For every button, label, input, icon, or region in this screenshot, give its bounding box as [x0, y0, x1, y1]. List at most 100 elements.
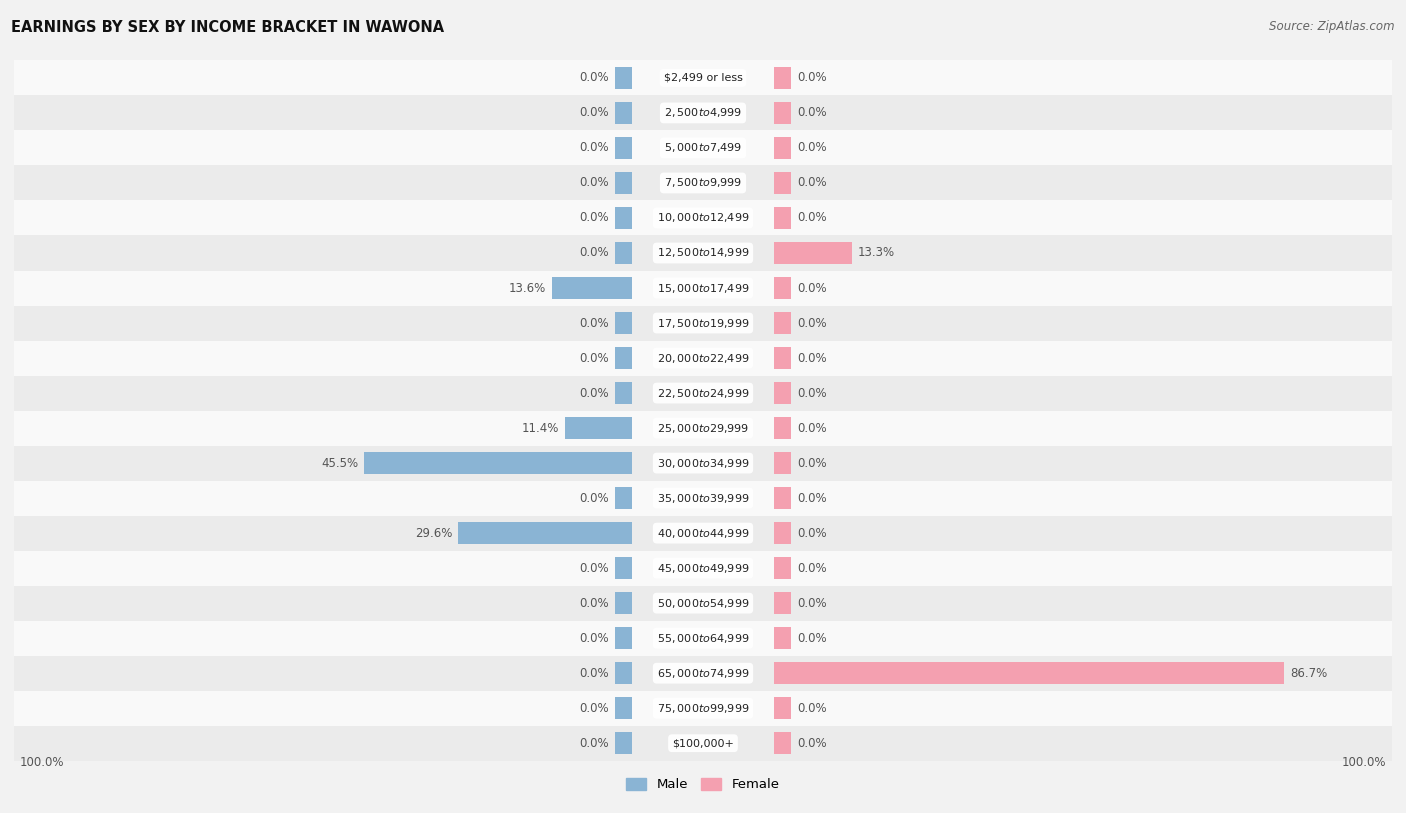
- Bar: [614, 733, 633, 754]
- Bar: [773, 663, 1284, 684]
- Text: $30,000 to $34,999: $30,000 to $34,999: [657, 457, 749, 470]
- Text: $17,500 to $19,999: $17,500 to $19,999: [657, 316, 749, 329]
- Bar: [773, 172, 792, 193]
- Bar: [14, 306, 1392, 341]
- Bar: [773, 522, 792, 544]
- Text: 0.0%: 0.0%: [797, 386, 827, 399]
- Text: 0.0%: 0.0%: [579, 597, 609, 610]
- Text: 11.4%: 11.4%: [522, 422, 560, 435]
- Text: $100,000+: $100,000+: [672, 738, 734, 748]
- Bar: [773, 733, 792, 754]
- Text: $35,000 to $39,999: $35,000 to $39,999: [657, 492, 749, 505]
- Text: 0.0%: 0.0%: [797, 492, 827, 505]
- Text: 0.0%: 0.0%: [797, 211, 827, 224]
- Text: $5,000 to $7,499: $5,000 to $7,499: [664, 141, 742, 154]
- Bar: [565, 417, 633, 439]
- Text: 0.0%: 0.0%: [579, 492, 609, 505]
- Text: $2,499 or less: $2,499 or less: [664, 73, 742, 83]
- Bar: [773, 137, 792, 159]
- Text: EARNINGS BY SEX BY INCOME BRACKET IN WAWONA: EARNINGS BY SEX BY INCOME BRACKET IN WAW…: [11, 20, 444, 35]
- Text: 13.3%: 13.3%: [858, 246, 896, 259]
- Legend: Male, Female: Male, Female: [621, 772, 785, 797]
- Bar: [614, 242, 633, 264]
- Text: $50,000 to $54,999: $50,000 to $54,999: [657, 597, 749, 610]
- Bar: [14, 691, 1392, 726]
- Bar: [614, 487, 633, 509]
- Bar: [364, 452, 633, 474]
- Bar: [14, 655, 1392, 691]
- Bar: [14, 585, 1392, 620]
- Text: $20,000 to $22,499: $20,000 to $22,499: [657, 351, 749, 364]
- Text: $22,500 to $24,999: $22,500 to $24,999: [657, 386, 749, 399]
- Bar: [773, 242, 852, 264]
- Bar: [614, 137, 633, 159]
- Text: 0.0%: 0.0%: [797, 457, 827, 470]
- Text: 0.0%: 0.0%: [797, 141, 827, 154]
- Bar: [614, 312, 633, 334]
- Bar: [614, 67, 633, 89]
- Bar: [773, 698, 792, 719]
- Text: 0.0%: 0.0%: [797, 737, 827, 750]
- Bar: [614, 593, 633, 614]
- Text: Source: ZipAtlas.com: Source: ZipAtlas.com: [1270, 20, 1395, 33]
- Bar: [614, 207, 633, 228]
- Bar: [614, 347, 633, 369]
- Bar: [458, 522, 633, 544]
- Text: $2,500 to $4,999: $2,500 to $4,999: [664, 107, 742, 120]
- Text: 29.6%: 29.6%: [415, 527, 453, 540]
- Text: 100.0%: 100.0%: [20, 756, 65, 769]
- Text: 0.0%: 0.0%: [797, 527, 827, 540]
- Text: 0.0%: 0.0%: [797, 597, 827, 610]
- Bar: [773, 417, 792, 439]
- Bar: [773, 593, 792, 614]
- Text: 0.0%: 0.0%: [579, 632, 609, 645]
- Bar: [14, 95, 1392, 130]
- Bar: [14, 550, 1392, 585]
- Text: 0.0%: 0.0%: [579, 702, 609, 715]
- Bar: [614, 698, 633, 719]
- Text: 13.6%: 13.6%: [509, 281, 547, 294]
- Text: 0.0%: 0.0%: [579, 386, 609, 399]
- Text: 0.0%: 0.0%: [579, 72, 609, 85]
- Bar: [614, 628, 633, 649]
- Text: $25,000 to $29,999: $25,000 to $29,999: [657, 422, 749, 435]
- Bar: [773, 557, 792, 579]
- Text: 100.0%: 100.0%: [1341, 756, 1386, 769]
- Bar: [773, 207, 792, 228]
- Bar: [14, 201, 1392, 236]
- Text: $40,000 to $44,999: $40,000 to $44,999: [657, 527, 749, 540]
- Bar: [14, 271, 1392, 306]
- Text: $55,000 to $64,999: $55,000 to $64,999: [657, 632, 749, 645]
- Text: 0.0%: 0.0%: [797, 562, 827, 575]
- Bar: [14, 376, 1392, 411]
- Bar: [614, 663, 633, 684]
- Bar: [14, 446, 1392, 480]
- Text: $75,000 to $99,999: $75,000 to $99,999: [657, 702, 749, 715]
- Bar: [773, 487, 792, 509]
- Text: 0.0%: 0.0%: [797, 351, 827, 364]
- Text: $10,000 to $12,499: $10,000 to $12,499: [657, 211, 749, 224]
- Text: 0.0%: 0.0%: [579, 562, 609, 575]
- Bar: [614, 172, 633, 193]
- Text: 0.0%: 0.0%: [579, 107, 609, 120]
- Text: 0.0%: 0.0%: [579, 351, 609, 364]
- Bar: [773, 628, 792, 649]
- Bar: [14, 130, 1392, 166]
- Bar: [14, 60, 1392, 95]
- Text: 0.0%: 0.0%: [797, 107, 827, 120]
- Text: 86.7%: 86.7%: [1291, 667, 1327, 680]
- Text: 0.0%: 0.0%: [797, 632, 827, 645]
- Text: 0.0%: 0.0%: [579, 667, 609, 680]
- Text: 0.0%: 0.0%: [579, 211, 609, 224]
- Text: 0.0%: 0.0%: [797, 316, 827, 329]
- Text: 0.0%: 0.0%: [797, 702, 827, 715]
- Bar: [773, 382, 792, 404]
- Text: 0.0%: 0.0%: [579, 737, 609, 750]
- Text: 0.0%: 0.0%: [797, 281, 827, 294]
- Text: $15,000 to $17,499: $15,000 to $17,499: [657, 281, 749, 294]
- Bar: [773, 102, 792, 124]
- Bar: [14, 236, 1392, 271]
- Bar: [614, 102, 633, 124]
- Text: 0.0%: 0.0%: [579, 246, 609, 259]
- Text: 0.0%: 0.0%: [579, 141, 609, 154]
